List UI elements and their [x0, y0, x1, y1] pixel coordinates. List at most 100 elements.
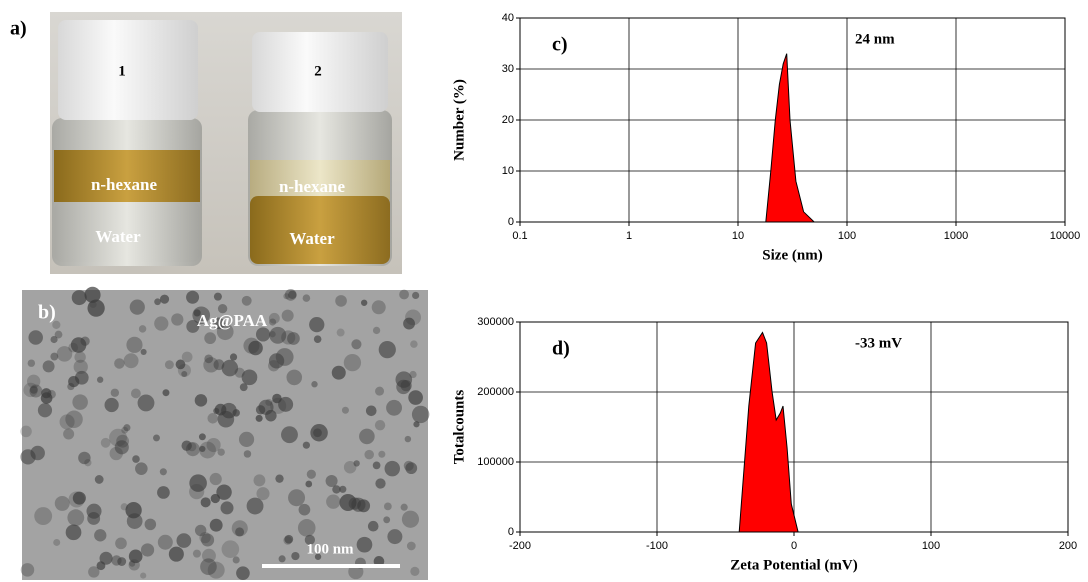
particle: [129, 559, 140, 570]
particle: [72, 394, 88, 410]
particle: [383, 516, 390, 523]
particle: [230, 353, 237, 360]
annotation: 24 nm: [855, 31, 895, 47]
particle: [34, 507, 52, 525]
particle: [353, 460, 359, 466]
particle: [63, 428, 74, 439]
particle: [132, 455, 140, 463]
panel-label: b): [38, 302, 56, 324]
particle: [162, 389, 169, 396]
particle: [72, 290, 87, 305]
particle: [378, 451, 385, 458]
particle: [199, 433, 206, 440]
particle: [210, 473, 222, 485]
particle: [207, 438, 221, 452]
particle: [115, 537, 127, 549]
particle: [41, 388, 51, 398]
particle: [20, 426, 32, 438]
x-tick-label: 100: [922, 540, 940, 552]
particle: [86, 504, 101, 519]
y-tick-label: 300000: [477, 316, 514, 328]
particle: [141, 543, 154, 556]
particle: [299, 504, 311, 516]
particle: [373, 327, 380, 334]
scale-bar: [262, 564, 400, 568]
particle: [111, 555, 121, 565]
particle: [189, 484, 204, 499]
particle: [375, 478, 385, 488]
particle: [385, 461, 400, 476]
particle: [165, 360, 174, 369]
particle: [204, 332, 216, 344]
layer-label: Water: [289, 229, 335, 248]
particle: [181, 440, 191, 450]
particle: [186, 291, 199, 304]
particle: [359, 429, 375, 445]
particle: [386, 400, 402, 416]
particle: [373, 462, 381, 470]
panel-label: c): [552, 34, 568, 56]
particle: [242, 296, 252, 306]
particle: [202, 549, 216, 563]
particle: [109, 429, 127, 447]
particle: [95, 475, 104, 484]
particle: [199, 446, 205, 452]
particle: [256, 487, 269, 500]
particle: [269, 331, 275, 337]
x-tick-label: 200: [1059, 540, 1077, 552]
panel-label: d): [552, 338, 570, 360]
particle: [357, 537, 373, 553]
particle: [154, 298, 161, 305]
particle: [114, 358, 124, 368]
particle: [282, 310, 294, 322]
particle: [126, 337, 142, 353]
particle: [247, 498, 264, 515]
vial-number: 2: [314, 63, 322, 79]
y-tick-label: 10: [502, 165, 514, 177]
y-tick-label: 0: [508, 526, 514, 538]
particle: [127, 513, 143, 529]
particle: [372, 300, 386, 314]
particle: [375, 420, 385, 430]
particle: [332, 366, 346, 380]
particle: [339, 486, 346, 493]
particle: [401, 504, 408, 511]
particle: [60, 414, 75, 429]
particle: [199, 532, 210, 543]
particle: [410, 567, 419, 576]
particle: [384, 503, 392, 511]
particle: [303, 442, 310, 449]
particle: [210, 519, 223, 532]
particle: [20, 449, 35, 464]
area: [739, 333, 798, 533]
particle: [211, 494, 220, 503]
particle: [140, 573, 146, 579]
x-tick-label: 10: [732, 230, 744, 242]
particle: [208, 562, 225, 579]
particle: [314, 335, 322, 343]
particle: [256, 415, 263, 422]
particle: [399, 290, 409, 300]
particle: [141, 349, 147, 355]
particle: [351, 339, 361, 349]
particle: [121, 503, 128, 510]
particle: [201, 497, 211, 507]
particle: [303, 294, 311, 302]
particle: [407, 542, 416, 551]
particle: [253, 474, 265, 486]
particle: [275, 475, 283, 483]
particle: [298, 519, 316, 537]
y-tick-label: 20: [502, 114, 514, 126]
x-tick-label: 100: [838, 230, 856, 242]
y-axis-label: Number (%): [451, 79, 467, 161]
particle: [67, 509, 84, 526]
particle: [285, 289, 297, 301]
y-tick-label: 40: [502, 12, 514, 24]
particle: [339, 494, 356, 511]
particle: [169, 547, 184, 562]
particle: [111, 389, 119, 397]
particle: [288, 489, 305, 506]
layer-label: n-hexane: [91, 175, 158, 194]
x-tick-label: 10000: [1050, 230, 1081, 242]
